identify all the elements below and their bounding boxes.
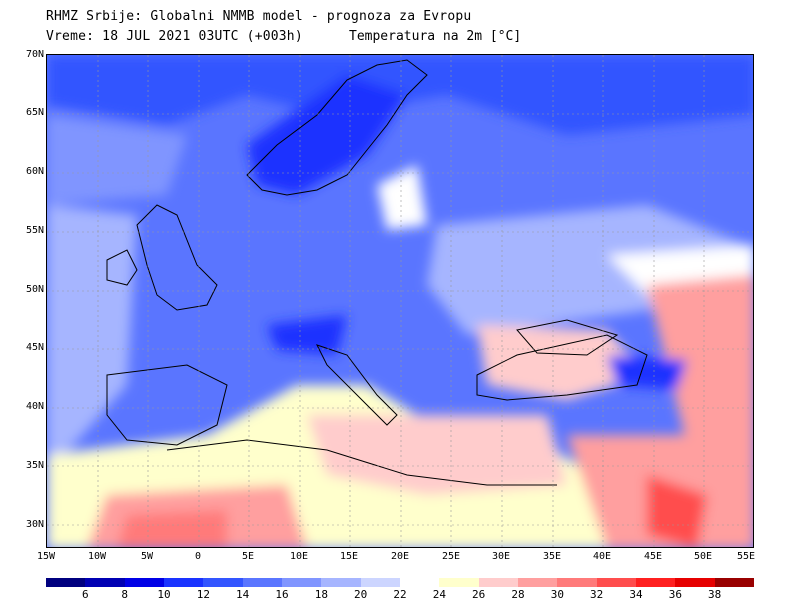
valid-time: Vreme: 18 JUL 2021 03UTC (+003h) (46, 29, 303, 44)
lon-label: 40E (592, 551, 612, 562)
grid-lines (47, 55, 753, 547)
colorbar-segment (478, 578, 519, 587)
colorbar-segment (636, 578, 676, 587)
lon-label: 20E (390, 551, 410, 562)
colorbar-segment (242, 578, 283, 587)
colorbar-segment (557, 578, 598, 587)
lat-label: 45N (25, 342, 44, 353)
field-atlantic-south (47, 205, 137, 475)
britain-coast (136, 204, 218, 311)
turkey-coast (476, 334, 648, 401)
colorbar-segment (518, 578, 558, 587)
field-hot-iraq (647, 475, 707, 547)
field-alps (267, 315, 347, 355)
colorbar-segment (85, 578, 126, 587)
colorbar-segment (46, 578, 86, 587)
lon-label: 45E (643, 551, 663, 562)
field-caspian (647, 275, 753, 445)
field-caucasus (607, 355, 687, 390)
lon-label: 50E (693, 551, 713, 562)
colorbar-segment (164, 578, 204, 587)
colorbar-segment (360, 578, 401, 587)
colorbar-segment (400, 578, 440, 587)
colorbar-segment (439, 578, 480, 587)
lat-label: 55N (25, 225, 44, 236)
lat-label: 70N (25, 49, 44, 60)
colorbar-label: 12 (196, 588, 210, 601)
colorbar-segment (124, 578, 165, 587)
lon-label: 5W (140, 551, 154, 562)
ireland-coast (106, 249, 138, 286)
coastlines (106, 59, 648, 486)
lat-label: 65N (25, 107, 44, 118)
scandinavia-coast (246, 59, 428, 196)
lon-label: 55E (736, 551, 756, 562)
lon-label: 15W (36, 551, 56, 562)
lat-label: 30N (25, 519, 44, 530)
lon-label: 0 (194, 551, 202, 562)
colorbar-label: 16 (275, 588, 289, 601)
colorbar-segment (203, 578, 244, 587)
map-title: RHMZ Srbije: Globalni NMMB model - progn… (46, 9, 472, 24)
colorbar-label: 30 (550, 588, 564, 601)
colorbar-label: 38 (708, 588, 722, 601)
lon-label: 35E (542, 551, 562, 562)
colorbar-label: 24 (432, 588, 446, 601)
colorbar-segment (675, 578, 716, 587)
lon-label: 10W (87, 551, 107, 562)
colorbar-label: 28 (511, 588, 525, 601)
colorbar-label: 26 (472, 588, 486, 601)
colorbar-segment (596, 578, 637, 587)
colorbar-label: 34 (629, 588, 643, 601)
colorbar-label: 36 (668, 588, 682, 601)
field-hot-sahara (117, 510, 227, 547)
lon-label: 15E (339, 551, 359, 562)
colorbar-label: 18 (314, 588, 328, 601)
lat-label: 60N (25, 166, 44, 177)
lon-label: 10E (289, 551, 309, 562)
lat-label: 50N (25, 284, 44, 295)
iberia-coast (106, 364, 228, 446)
colorbar-label: 22 (393, 588, 407, 601)
colorbar-segment (282, 578, 322, 587)
colorbar-label: 20 (354, 588, 368, 601)
field-scandinavia (247, 75, 407, 195)
lon-label: 30E (491, 551, 511, 562)
lon-label: 5E (241, 551, 255, 562)
colorbar-label: 14 (236, 588, 250, 601)
field-atlantic (47, 115, 187, 205)
colorbar-label: 32 (590, 588, 604, 601)
colorbar-segment (714, 578, 755, 587)
colorbar-label: 10 (157, 588, 171, 601)
italy-coast (316, 344, 398, 426)
lon-label: 25E (441, 551, 461, 562)
map-canvas (47, 55, 753, 547)
field-baltic (377, 165, 427, 230)
colorbar-label: 8 (121, 588, 128, 601)
parameter-label: Temperatura na 2m [°C] (349, 29, 522, 44)
lat-label: 35N (25, 460, 44, 471)
temperature-map (46, 54, 754, 548)
colorbar-segment (321, 578, 362, 587)
colorbar-label: 6 (82, 588, 89, 601)
north-africa-coast (166, 439, 557, 486)
lat-label: 40N (25, 401, 44, 412)
